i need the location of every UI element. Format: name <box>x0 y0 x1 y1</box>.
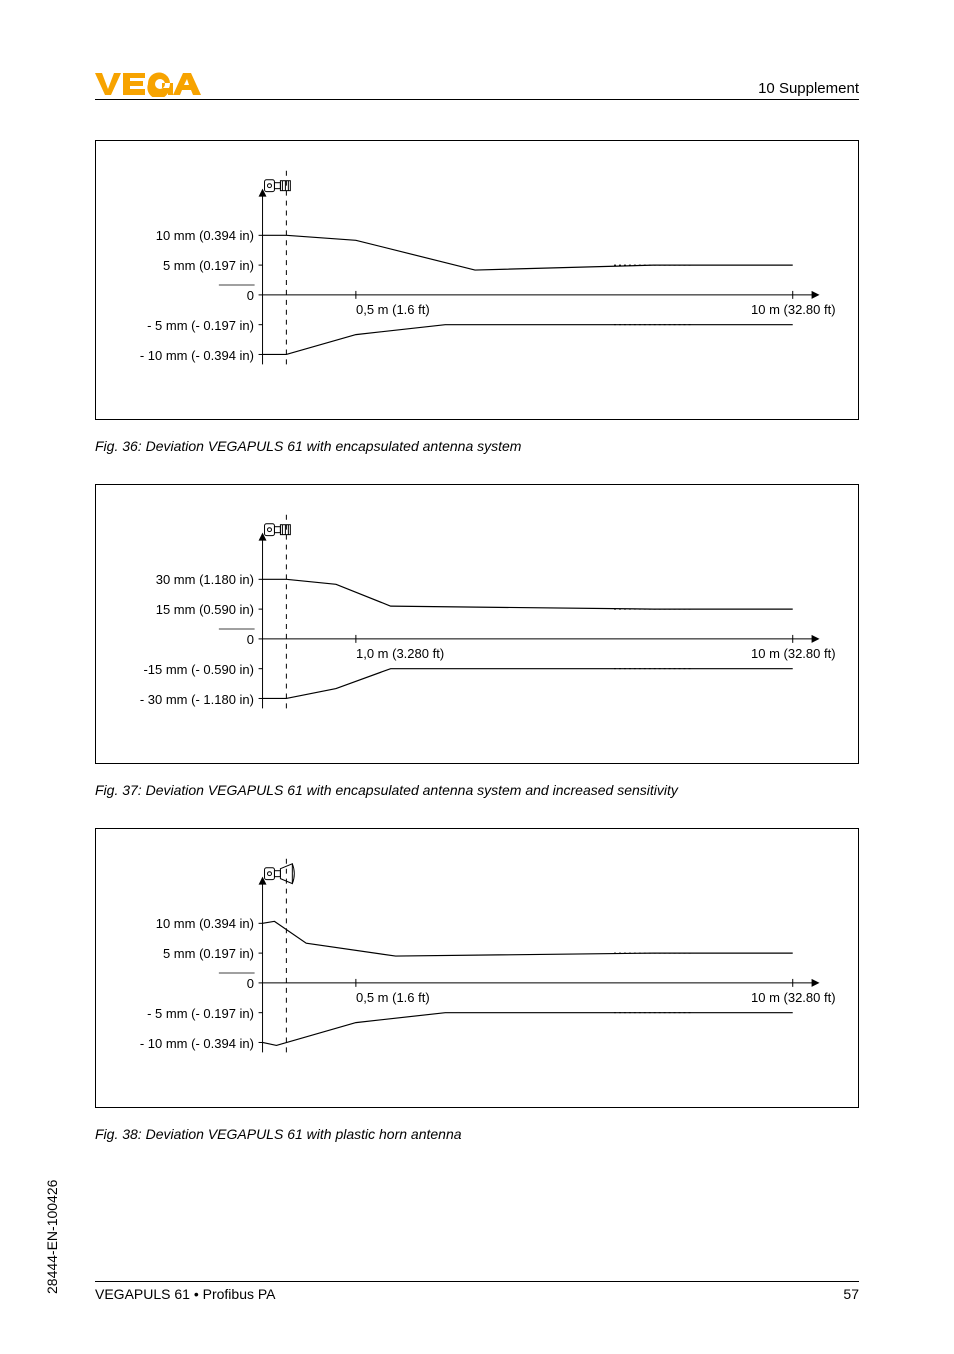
x-tick-label: 1,0 m (3.280 ft) <box>356 646 444 661</box>
figure-caption: Fig. 36: Deviation VEGAPULS 61 with enca… <box>95 438 859 454</box>
y-tick-label: 10 mm (0.394 in) <box>114 228 254 243</box>
figure-caption: Fig. 38: Deviation VEGAPULS 61 with plas… <box>95 1126 859 1142</box>
y-tick-label: 5 mm (0.197 in) <box>114 258 254 273</box>
figure-caption: Fig. 37: Deviation VEGAPULS 61 with enca… <box>95 782 859 798</box>
footer-left: VEGAPULS 61 • Profibus PA <box>95 1286 276 1302</box>
y-tick-label: 10 mm (0.394 in) <box>114 916 254 931</box>
y-tick-label: 30 mm (1.180 in) <box>114 572 254 587</box>
y-tick-label: 15 mm (0.590 in) <box>114 602 254 617</box>
y-tick-label: - 10 mm (- 0.394 in) <box>114 1036 254 1051</box>
y-tick-label: -15 mm (- 0.590 in) <box>114 662 254 677</box>
section-title: 10 Supplement <box>758 80 859 97</box>
y-tick-label: - 10 mm (- 0.394 in) <box>114 348 254 363</box>
y-tick-label: 0 <box>114 632 254 647</box>
y-tick-label: 0 <box>114 288 254 303</box>
deviation-figure: 10 mm (0.394 in) 5 mm (0.197 in) 0 - 5 mm (… <box>95 140 859 420</box>
page-header: 10 Supplement <box>95 70 859 100</box>
x-tick-label: 10 m (32.80 ft) <box>751 646 836 661</box>
page-number: 57 <box>843 1286 859 1302</box>
page-footer: VEGAPULS 61 • Profibus PA 57 <box>95 1281 859 1302</box>
document-code: 28444-EN-100426 <box>44 1180 60 1294</box>
x-tick-label: 10 m (32.80 ft) <box>751 302 836 317</box>
x-tick-label: 10 m (32.80 ft) <box>751 990 836 1005</box>
y-tick-label: - 5 mm (- 0.197 in) <box>114 1006 254 1021</box>
deviation-figure: 30 mm (1.180 in) 15 mm (0.590 in) 0 -15 mm … <box>95 484 859 764</box>
vega-logo <box>95 71 215 97</box>
y-tick-label: - 30 mm (- 1.180 in) <box>114 692 254 707</box>
x-tick-label: 0,5 m (1.6 ft) <box>356 302 430 317</box>
deviation-figure: 10 mm (0.394 in) 5 mm (0.197 in) 0 - 5 mm (… <box>95 828 859 1108</box>
y-tick-label: 0 <box>114 976 254 991</box>
y-tick-label: 5 mm (0.197 in) <box>114 946 254 961</box>
page-content: 10 mm (0.394 in) 5 mm (0.197 in) 0 - 5 mm (… <box>95 140 859 1172</box>
x-tick-label: 0,5 m (1.6 ft) <box>356 990 430 1005</box>
y-tick-label: - 5 mm (- 0.197 in) <box>114 318 254 333</box>
